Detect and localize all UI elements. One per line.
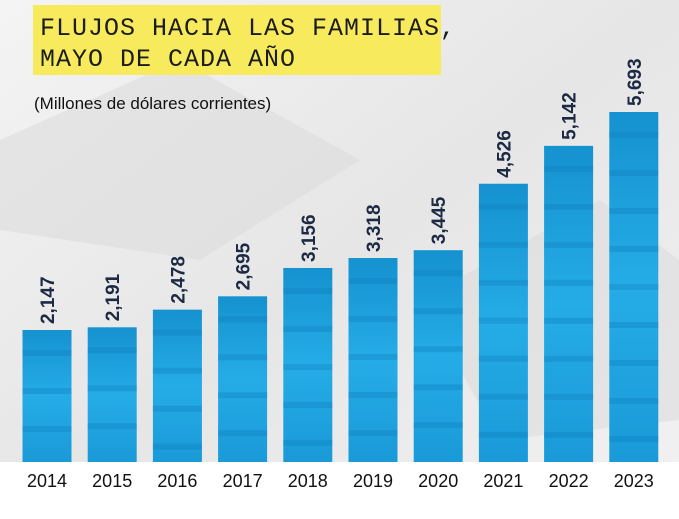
bar [609, 112, 659, 462]
bar-texture [478, 279, 528, 286]
bar [478, 183, 528, 462]
x-tick-label: 2021 [483, 471, 523, 491]
bar-texture [544, 431, 594, 438]
x-tick-label: 2016 [157, 471, 197, 491]
bar-texture [152, 329, 202, 336]
bar-texture [413, 346, 463, 353]
bar-texture [152, 367, 202, 374]
bar [22, 330, 72, 462]
value-label: 3,156 [299, 214, 320, 262]
value-label: 3,445 [429, 196, 450, 244]
bar-texture [283, 401, 333, 408]
bar-texture [348, 316, 398, 323]
value-label: 2,191 [103, 273, 124, 321]
bar-texture [87, 385, 137, 392]
bar-texture [609, 284, 659, 290]
bar-texture [218, 316, 268, 323]
bar-texture [218, 354, 268, 361]
bar-texture [348, 430, 398, 437]
bar-texture [544, 203, 594, 210]
x-tick-label: 2015 [92, 471, 132, 491]
bar-texture [544, 241, 594, 248]
bar-texture [348, 392, 398, 399]
bar-texture [218, 430, 268, 437]
chart-title: FLUJOS HACIA LAS FAMILIAS, [40, 14, 456, 43]
value-label: 5,142 [560, 92, 581, 140]
bar-texture [478, 241, 528, 248]
bar-texture [544, 279, 594, 286]
footer-band [0, 462, 679, 519]
bar-texture [544, 355, 594, 362]
bar-texture [609, 170, 659, 176]
bar-texture [478, 355, 528, 362]
bar-texture [413, 308, 463, 315]
chart-title: MAYO DE CADA AÑO [40, 44, 296, 74]
x-tick-label: 2023 [614, 471, 654, 491]
bar-texture [609, 132, 659, 138]
bar [544, 145, 594, 462]
bar-texture [283, 325, 333, 332]
title-box [33, 5, 441, 75]
x-tick-label: 2018 [288, 471, 328, 491]
bar-texture [609, 398, 659, 404]
value-label: 2,147 [38, 276, 59, 324]
bar-texture [283, 363, 333, 370]
bar-texture [544, 165, 594, 172]
bar [152, 309, 202, 462]
bar-texture [544, 393, 594, 400]
bar-texture [87, 423, 137, 430]
x-tick-label: 2022 [549, 471, 589, 491]
bar-texture [348, 278, 398, 285]
bar-texture [413, 384, 463, 391]
x-tick-label: 2017 [223, 471, 263, 491]
bar-texture [478, 203, 528, 210]
bar-texture [609, 246, 659, 252]
bar-texture [413, 270, 463, 277]
value-label: 2,695 [234, 242, 255, 290]
bar-texture [609, 322, 659, 328]
bar-texture [348, 354, 398, 361]
bar-texture [283, 287, 333, 294]
value-label: 3,318 [364, 204, 385, 252]
value-label: 4,526 [494, 130, 515, 178]
bar-texture [478, 317, 528, 324]
bar-texture [87, 347, 137, 354]
bar-texture [478, 431, 528, 438]
bar-texture [22, 350, 72, 357]
bar-texture [218, 392, 268, 399]
bar-texture [544, 317, 594, 324]
x-tick-label: 2014 [27, 471, 67, 491]
bar [413, 250, 463, 462]
bar [348, 258, 398, 462]
chart-subtitle: (Millones de dólares corrientes) [34, 94, 271, 113]
bar [87, 327, 137, 462]
bar [283, 267, 333, 462]
bg-shape [0, 60, 360, 260]
bar-texture [152, 405, 202, 412]
bar [218, 296, 268, 462]
bar-texture [413, 422, 463, 429]
bar-texture [283, 439, 333, 446]
value-label: 5,693 [625, 58, 646, 106]
bar-texture [478, 393, 528, 400]
bar-texture [609, 360, 659, 366]
bar-texture [22, 388, 72, 395]
bar-texture [609, 208, 659, 214]
bar-texture [609, 436, 659, 442]
x-tick-label: 2019 [353, 471, 393, 491]
value-label: 2,478 [168, 256, 189, 304]
bar-texture [22, 426, 72, 433]
bar-texture [152, 443, 202, 450]
x-tick-label: 2020 [418, 471, 458, 491]
